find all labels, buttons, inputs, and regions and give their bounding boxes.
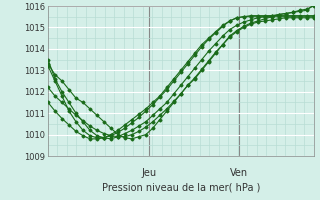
Text: Ven: Ven	[230, 168, 248, 178]
Text: Jeu: Jeu	[141, 168, 156, 178]
Text: Pression niveau de la mer( hPa ): Pression niveau de la mer( hPa )	[102, 183, 260, 193]
